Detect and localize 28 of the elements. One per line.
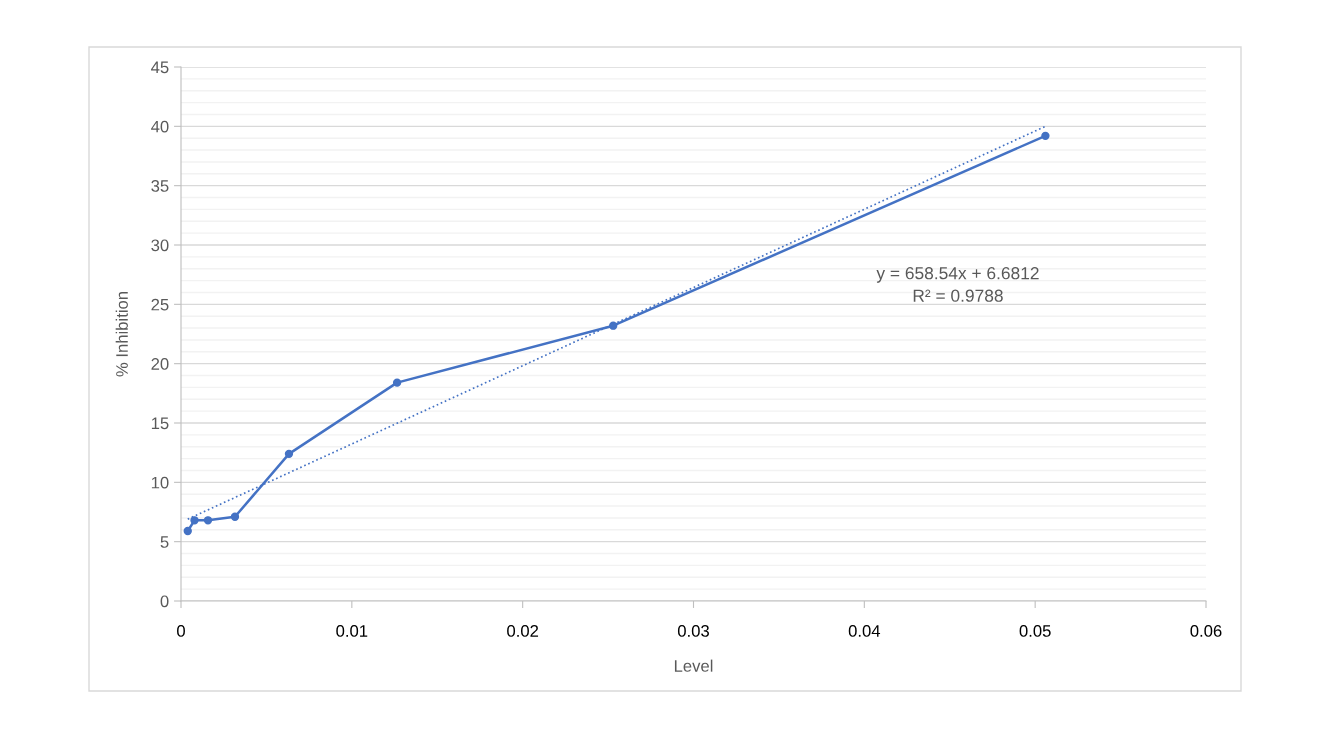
point — [1041, 131, 1050, 140]
y-tick-label: 20 — [151, 358, 169, 370]
y-tick-label: 0 — [160, 595, 169, 608]
x-tick-label: 0.01 — [336, 625, 368, 637]
x-tick-label: 0 — [177, 625, 185, 637]
y-tick-label: 30 — [151, 239, 169, 252]
point — [203, 516, 213, 525]
x-tick-label: 0.04 — [848, 625, 881, 637]
y-tick-label: 40 — [151, 120, 169, 133]
y-tick-label: 5 — [160, 536, 169, 548]
x-tick-label: 0.03 — [677, 625, 709, 637]
point — [284, 449, 294, 459]
y-tick-label: 10 — [151, 476, 169, 489]
y-tick-label: 45 — [151, 61, 169, 74]
point — [190, 516, 199, 525]
y-tick-label: 15 — [151, 417, 169, 430]
x-tick-label: 0.06 — [1190, 625, 1222, 637]
point — [183, 526, 192, 536]
point — [230, 512, 240, 521]
x-tick-label: 0.05 — [1019, 625, 1051, 637]
y-tick-label: 35 — [151, 180, 169, 192]
y-axis-title: % Inhibition — [115, 292, 128, 377]
point — [609, 321, 618, 330]
y-tick-label: 25 — [151, 298, 169, 311]
point — [392, 378, 402, 387]
x-axis-title: Level — [674, 659, 713, 672]
annotation: y = 658.54x + 6.6812 R² = 0.9788 — [876, 267, 1039, 302]
x-tick-label: 0.02 — [507, 625, 539, 637]
